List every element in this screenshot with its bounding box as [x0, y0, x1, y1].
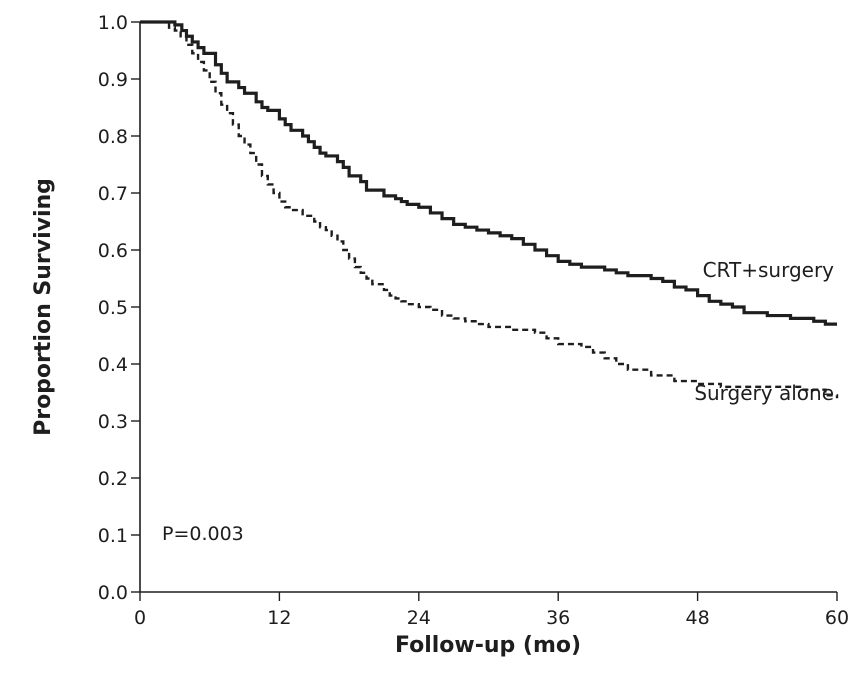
x-tick-label: 24: [407, 607, 431, 629]
y-tick-label: 0.6: [98, 240, 128, 262]
y-tick-label: 0.1: [98, 525, 128, 547]
y-tick-label: 0.4: [98, 354, 128, 376]
x-tick-label: 48: [686, 607, 710, 629]
y-tick-label: 0.8: [98, 126, 128, 148]
series-layer: [140, 20, 839, 399]
series-line-crt-surgery: [140, 20, 837, 326]
y-tick-label: 0.3: [98, 411, 128, 433]
x-tick-label: 36: [546, 607, 570, 629]
series-label-surgery-alone: Surgery alone: [694, 381, 834, 405]
series-line-surgery-alone: [140, 20, 839, 399]
labels-layer: Follow-up (mo) Proportion Surviving CRT+…: [31, 178, 834, 658]
y-tick-label: 1.0: [98, 12, 128, 34]
axes-layer: 0.0 0.1 0.2 0.3 0.4 0.5 0.6 0.7 0.8 0.9 1.0 0 12 24 36…: [98, 12, 849, 629]
x-tick-label: 0: [134, 607, 146, 629]
x-tick-label: 12: [267, 607, 291, 629]
y-axis-title: Proportion Surviving: [31, 178, 56, 436]
series-label-crt-surgery: CRT+surgery: [703, 258, 835, 282]
y-tick-label: 0.7: [98, 183, 128, 205]
x-tick-label: 60: [825, 607, 849, 629]
y-tick-label: 0.5: [98, 297, 128, 319]
y-tick-label: 0.2: [98, 468, 128, 490]
y-tick-label: 0.9: [98, 69, 128, 91]
y-tick-label: 0.0: [98, 582, 128, 604]
x-axis-title: Follow-up (mo): [395, 633, 581, 658]
p-value-annotation: P=0.003: [162, 523, 244, 545]
